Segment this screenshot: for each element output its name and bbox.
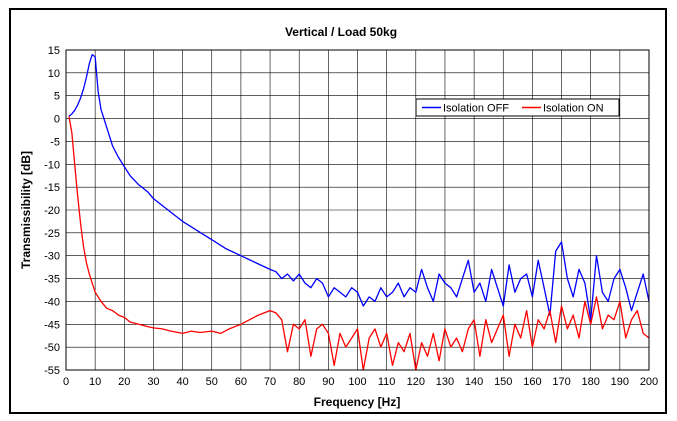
x-tick-label: 120 [407,376,425,388]
x-tick-labels: 0 10 20 30 40 50 60 70 80 90 100 110 120 130 140 150 160… [63,376,658,388]
x-tick-label: 170 [552,376,570,388]
legend-box [415,98,620,117]
x-tick-label: 150 [494,376,512,388]
x-tick-label: 80 [293,376,305,388]
x-tick-label: 160 [523,376,541,388]
x-tick-label: 110 [378,376,396,388]
y-tick-label: -45 [44,319,60,331]
y-tick-label: -55 [44,365,60,377]
x-tick-label: 200 [640,376,658,388]
y-tick-label: -50 [44,342,60,354]
series-line-isolation-off [68,53,650,321]
y-tick-label: -15 [44,182,60,194]
chart-frame: Vertical / Load 50kg 0 10 20 30 40 50 60 70 80 90… [9,8,667,414]
y-axis-label: Transmissibility [dB] [19,151,33,269]
x-tick-label: 30 [147,376,159,388]
legend: Isolation OFF Isolation ON [415,98,620,117]
y-tick-label: -30 [44,251,60,263]
y-tick-label: -5 [50,136,60,148]
y-tick-labels: 15 10 5 0 -5 -10 -15 -20 -25 -30 -35 -40 -45 -50 -55 [44,45,60,377]
series-lines [68,53,650,371]
x-tick-label: 50 [206,376,218,388]
y-tick-label: 10 [48,68,60,80]
legend-label-isolation-on: Isolation ON [543,103,604,115]
x-tick-label: 90 [322,376,334,388]
x-tick-label: 40 [176,376,188,388]
chart-title: Vertical / Load 50kg [285,25,397,39]
y-tick-label: 0 [54,114,60,126]
x-tick-label: 0 [63,376,69,388]
x-tick-label: 130 [436,376,454,388]
y-tick-label: -25 [44,228,60,240]
x-tick-label: 10 [89,376,101,388]
x-tick-label: 140 [465,376,483,388]
y-tick-label: -20 [44,205,60,217]
y-tick-label: -40 [44,296,60,308]
x-tick-label: 20 [118,376,130,388]
x-tick-label: 60 [235,376,247,388]
y-tick-label: -10 [44,159,60,171]
x-tick-label: 190 [611,376,629,388]
legend-label-isolation-off: Isolation OFF [443,103,509,115]
series-line-isolation-on [68,116,650,371]
y-tick-label: -35 [44,274,60,286]
x-tick-label: 180 [582,376,600,388]
gridlines [66,50,649,370]
x-tick-label: 70 [264,376,276,388]
y-tick-label: 15 [48,45,60,57]
chart-svg: Vertical / Load 50kg 0 10 20 30 40 50 60 70 80 90… [19,25,658,409]
x-tick-label: 100 [348,376,366,388]
plot-border [65,49,650,371]
x-axis-label: Frequency [Hz] [314,395,401,409]
y-tick-label: 5 [54,91,60,103]
